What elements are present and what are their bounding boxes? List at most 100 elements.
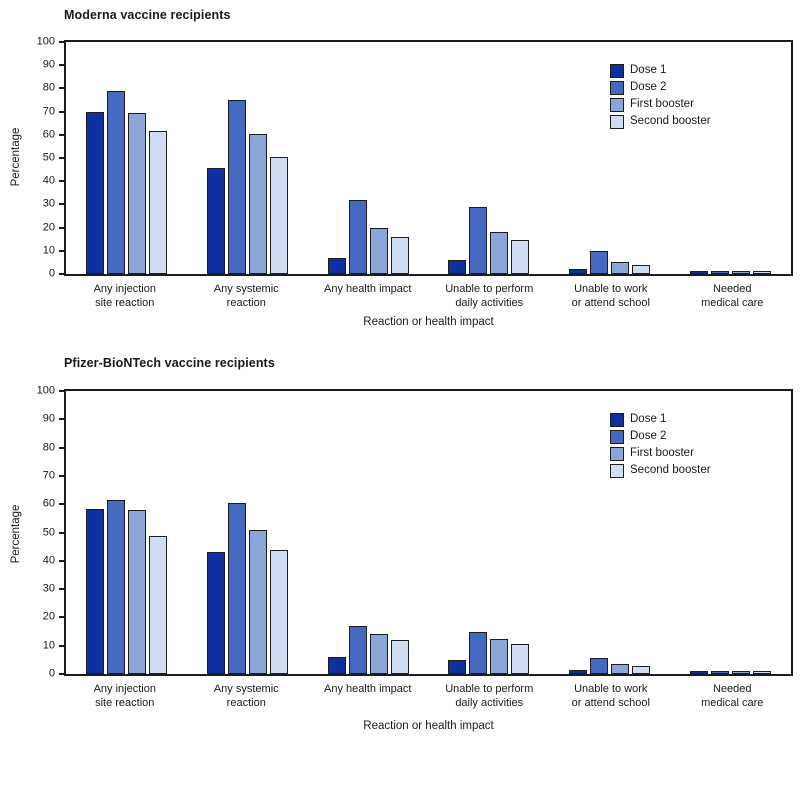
y-tick-mark bbox=[59, 64, 66, 67]
bar bbox=[753, 271, 772, 274]
bar bbox=[390, 640, 409, 674]
legend-swatch bbox=[610, 64, 624, 78]
plot-area: Dose 1 Dose 2 First booster Second booster … bbox=[37, 36, 793, 279]
chart-moderna: Moderna vaccine recipients Percentage Do… bbox=[0, 2, 800, 348]
y-tick-label: 40 bbox=[42, 554, 55, 567]
x-category-label: Any systemic reaction bbox=[213, 683, 279, 710]
bar-group bbox=[428, 391, 549, 674]
x-category-label: Any health impact bbox=[324, 683, 412, 695]
x-axis-title: Reaction or health impact bbox=[363, 316, 494, 328]
y-tick-label: 70 bbox=[42, 469, 55, 482]
bar bbox=[369, 634, 388, 674]
bar-group bbox=[66, 42, 187, 274]
bar bbox=[227, 502, 246, 674]
bar bbox=[590, 250, 609, 274]
bar bbox=[348, 199, 367, 274]
bar-group bbox=[549, 42, 670, 274]
y-tick-label: 70 bbox=[42, 105, 55, 118]
legend-entry: First booster bbox=[610, 447, 711, 461]
legend-swatch bbox=[610, 464, 624, 478]
legend-entry: Second booster bbox=[610, 115, 711, 129]
bar-group bbox=[428, 42, 549, 274]
x-category-label: Any injection site reaction bbox=[93, 283, 156, 310]
bar bbox=[690, 271, 709, 274]
legend-label: Dose 2 bbox=[630, 430, 667, 443]
y-tick-label: 10 bbox=[42, 639, 55, 652]
bar bbox=[85, 111, 104, 274]
bar bbox=[611, 664, 630, 674]
legend-label: Dose 1 bbox=[630, 413, 667, 426]
bar bbox=[206, 552, 225, 674]
x-category-label: Unable to work or attend school bbox=[571, 683, 650, 710]
x-category-label: Unable to perform daily activities bbox=[445, 283, 534, 310]
x-axis-title: Reaction or health impact bbox=[363, 720, 494, 732]
y-tick-label: 60 bbox=[42, 497, 55, 510]
bar bbox=[227, 100, 246, 274]
y-tick-label: 30 bbox=[42, 197, 55, 210]
legend-label: Dose 2 bbox=[630, 81, 667, 94]
bar bbox=[632, 665, 651, 674]
bar bbox=[248, 133, 267, 274]
bar-groups bbox=[66, 391, 791, 674]
legend-swatch bbox=[610, 447, 624, 461]
bar bbox=[327, 257, 346, 274]
y-tick-label: 0 bbox=[48, 667, 55, 680]
y-tick-mark bbox=[59, 226, 66, 229]
y-tick-label: 100 bbox=[36, 35, 55, 48]
plot-area: Dose 1 Dose 2 First booster Second booster … bbox=[37, 385, 793, 679]
legend-label: Second booster bbox=[630, 115, 711, 128]
x-category-label: Unable to perform daily activities bbox=[445, 683, 534, 710]
bar bbox=[269, 156, 288, 274]
legend-swatch bbox=[610, 98, 624, 112]
bar bbox=[206, 168, 225, 274]
bar bbox=[611, 262, 630, 274]
y-tick-mark bbox=[59, 474, 66, 477]
y-axis-title: Percentage bbox=[10, 127, 22, 187]
legend-entry: Dose 1 bbox=[610, 64, 711, 78]
bar-group bbox=[308, 42, 429, 274]
y-tick-mark bbox=[59, 559, 66, 562]
bar bbox=[106, 90, 125, 274]
bar bbox=[269, 550, 288, 674]
legend-entry: Dose 2 bbox=[610, 81, 711, 95]
bar bbox=[469, 206, 488, 274]
y-tick-mark bbox=[59, 588, 66, 591]
legend-label: Dose 1 bbox=[630, 64, 667, 77]
x-category-label: Unable to work or attend school bbox=[571, 283, 650, 310]
chart-title: Moderna vaccine recipients bbox=[64, 8, 231, 22]
bar bbox=[148, 131, 167, 274]
bar bbox=[85, 509, 104, 674]
bar bbox=[732, 671, 751, 674]
y-tick-label: 90 bbox=[42, 58, 55, 71]
bar bbox=[469, 631, 488, 674]
bar-group bbox=[670, 42, 791, 274]
y-tick-mark bbox=[59, 503, 66, 506]
y-tick-label: 60 bbox=[42, 128, 55, 141]
legend-label: Second booster bbox=[630, 464, 711, 477]
y-tick-mark bbox=[59, 87, 66, 90]
bar bbox=[106, 499, 125, 674]
y-tick-label: 50 bbox=[42, 526, 55, 538]
legend-swatch bbox=[610, 413, 624, 427]
x-category-label: Any health impact bbox=[324, 283, 412, 295]
y-tick-label: 100 bbox=[36, 384, 55, 397]
bar bbox=[753, 671, 772, 674]
legend-entry: Dose 1 bbox=[610, 413, 711, 427]
bar bbox=[711, 271, 730, 274]
legend-label: First booster bbox=[630, 447, 694, 460]
bar-group bbox=[187, 42, 308, 274]
x-category-label: Needed medical care bbox=[701, 283, 764, 310]
y-tick-mark bbox=[59, 418, 66, 421]
bar bbox=[632, 265, 651, 274]
legend-entry: Second booster bbox=[610, 464, 711, 478]
bar-groups bbox=[66, 42, 791, 274]
bar bbox=[732, 271, 751, 274]
y-tick-label: 40 bbox=[42, 174, 55, 187]
bar bbox=[127, 509, 146, 674]
bar bbox=[248, 529, 267, 674]
y-tick-label: 80 bbox=[42, 441, 55, 454]
bar bbox=[127, 112, 146, 274]
bar bbox=[327, 657, 346, 674]
y-tick-mark bbox=[59, 531, 66, 534]
